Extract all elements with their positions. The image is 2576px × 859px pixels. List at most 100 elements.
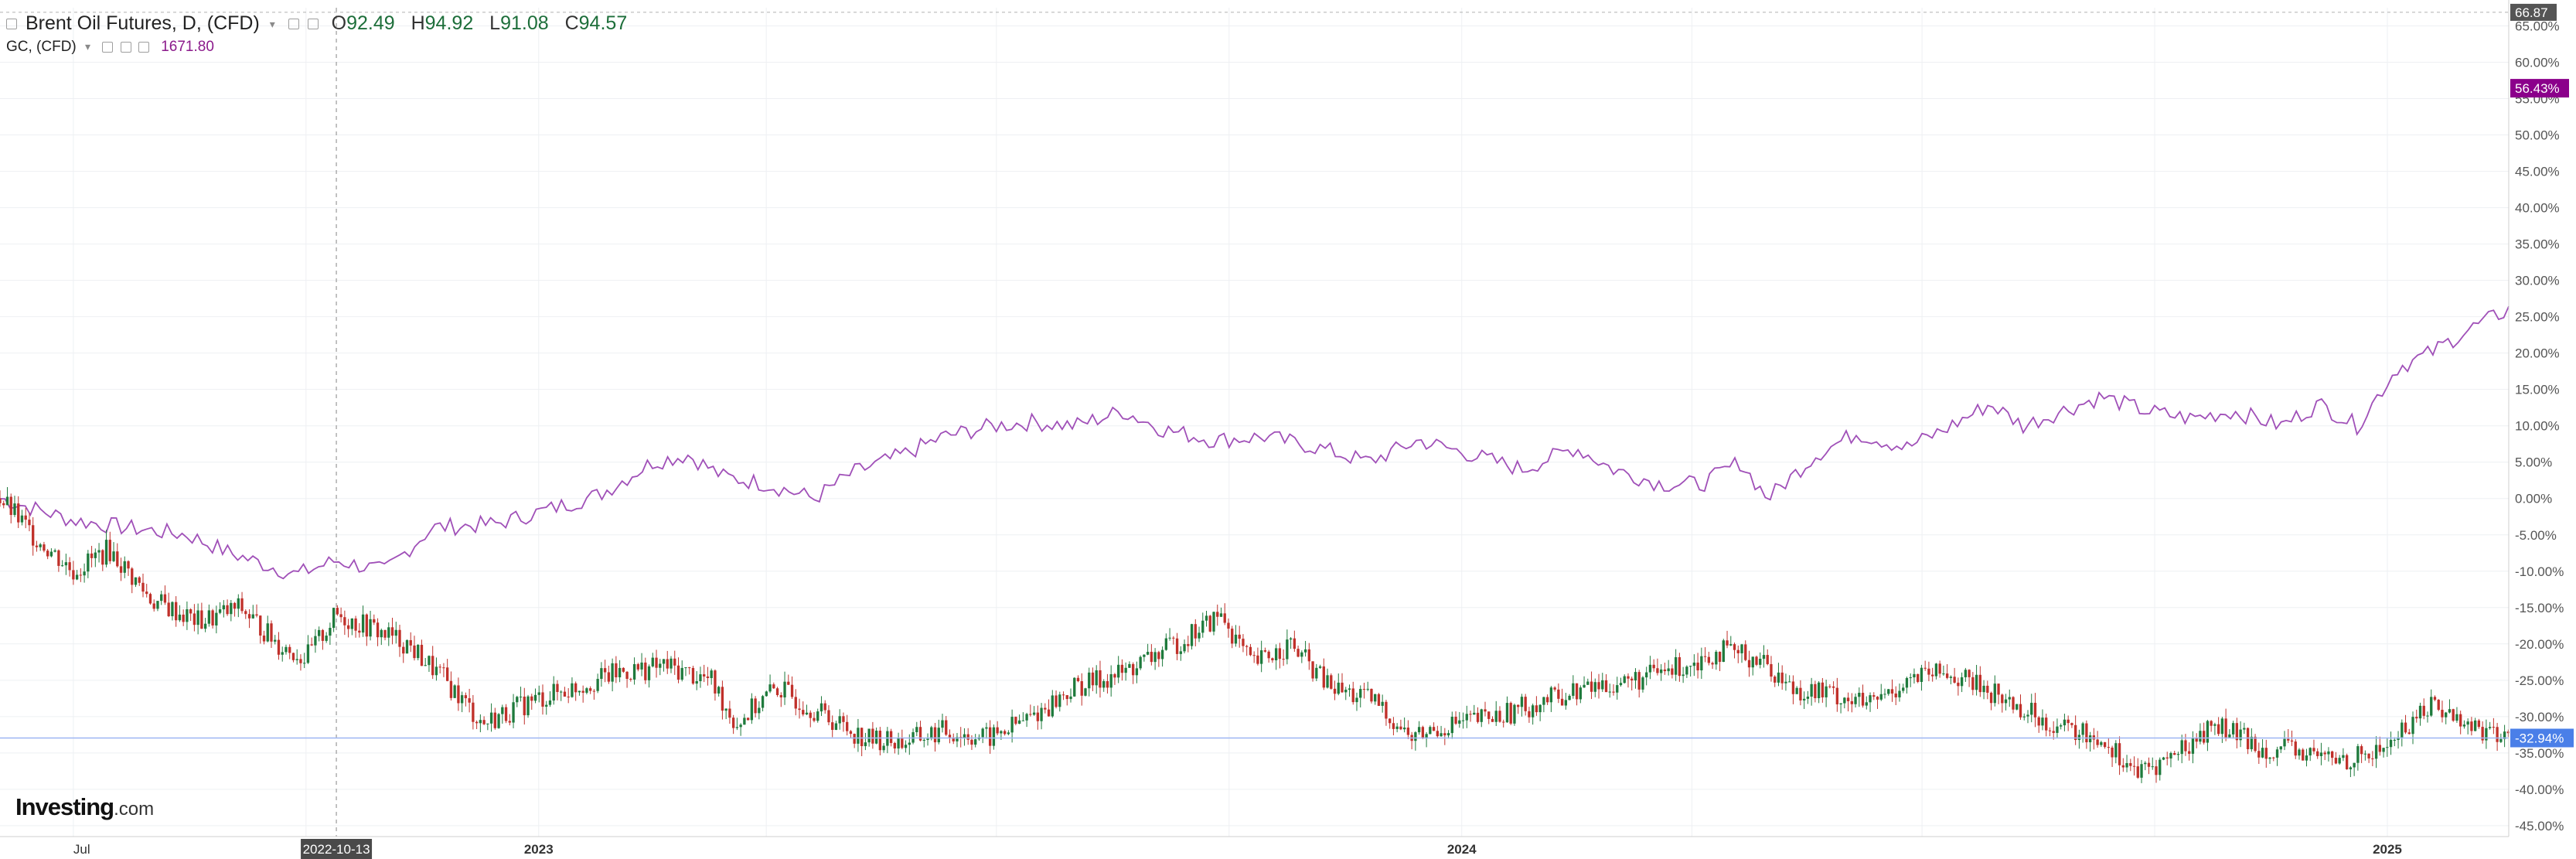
y-tick-label: -35.00% — [2515, 746, 2564, 761]
candle-body — [1685, 666, 1688, 675]
candle-body — [1619, 683, 1623, 686]
candle-body — [101, 550, 104, 565]
sub-series-title[interactable]: GC, (CFD) — [6, 39, 77, 55]
candle-body — [489, 712, 493, 724]
settings-square-icon[interactable] — [102, 41, 114, 53]
candle-body — [1821, 682, 1825, 697]
candle-body — [2056, 726, 2059, 733]
candle-body — [1934, 663, 1938, 677]
candle-body — [274, 639, 277, 642]
candle-body — [1392, 723, 1395, 729]
candle-body — [1575, 683, 1579, 700]
candle-body — [2473, 720, 2477, 731]
candle-body — [1791, 681, 1795, 694]
candle-body — [2459, 714, 2462, 727]
candle-body — [1825, 686, 1828, 697]
candle-body — [1733, 644, 1736, 650]
candle-body — [1913, 673, 1916, 678]
candle-body — [2485, 728, 2488, 741]
candle-body — [5, 496, 9, 506]
candle-body — [992, 727, 996, 746]
candle-body — [922, 739, 925, 741]
chevron-down-icon[interactable]: ▾ — [269, 17, 275, 30]
hide-square-icon[interactable] — [120, 41, 131, 53]
collapse-icon[interactable] — [6, 19, 17, 30]
main-series-title[interactable]: Brent Oil Futures, D, (CFD) — [25, 12, 260, 34]
y-tick-label: 20.00% — [2515, 346, 2560, 361]
candle-body — [1465, 714, 1468, 721]
candle-body — [189, 609, 193, 614]
candle-body — [1671, 668, 1674, 675]
candle-body — [1311, 661, 1314, 679]
candle-body — [533, 694, 537, 701]
candle-body — [893, 742, 896, 749]
candle-body — [578, 690, 581, 693]
candle-body — [537, 692, 540, 695]
candle-body — [1377, 694, 1381, 706]
candle-body — [1055, 695, 1058, 707]
candle-body — [703, 674, 706, 677]
candle-body — [1337, 682, 1340, 694]
candle-body — [2426, 715, 2429, 717]
candle-body — [1223, 613, 1226, 623]
candle-body — [2217, 724, 2220, 735]
open-label: O — [331, 12, 347, 34]
candle-body — [1175, 638, 1179, 654]
chevron-down-icon[interactable]: ▾ — [85, 40, 91, 53]
close-label: C — [564, 12, 579, 34]
settings-square-icon[interactable] — [288, 19, 299, 30]
candle-body — [2448, 709, 2452, 713]
candle-body — [317, 629, 321, 636]
hide-square-icon[interactable] — [307, 19, 319, 30]
crosshair-date-badge — [301, 839, 373, 859]
low-value: 91.08 — [500, 12, 549, 34]
candle-body — [2407, 732, 2411, 735]
candle-body — [1960, 677, 1964, 687]
candle-body — [1872, 695, 1876, 697]
series[interactable] — [0, 305, 2510, 783]
y-tick-label: 30.00% — [2515, 274, 2560, 288]
candle-body — [104, 540, 108, 565]
candle-body — [1491, 718, 1494, 722]
candle-body — [207, 610, 211, 624]
crosshair-date-label: 2022-10-13 — [303, 842, 370, 857]
candle-body — [1755, 656, 1758, 665]
candle-body — [1303, 649, 1307, 653]
candle-body — [2327, 751, 2330, 755]
candle-body — [860, 728, 864, 747]
candle-body — [1997, 683, 2000, 695]
close-square-icon[interactable] — [138, 41, 149, 53]
candle-body — [714, 670, 717, 694]
candle-body — [350, 618, 354, 629]
candle-body — [2159, 759, 2162, 775]
close-value: 94.57 — [578, 12, 628, 34]
candle-body — [1586, 681, 1590, 685]
candle-body — [230, 602, 233, 615]
candle-body — [1524, 697, 1527, 711]
candle-body — [2430, 697, 2433, 716]
candle-body — [651, 657, 654, 666]
legend-main[interactable]: Brent Oil Futures, D, (CFD) ▾ O92.49 H94… — [6, 12, 633, 35]
candle-body — [1736, 649, 1739, 653]
candle-body — [497, 714, 500, 728]
candle-body — [2243, 728, 2246, 730]
legend-sub[interactable]: GC, (CFD) ▾ 1671.80 — [6, 39, 214, 56]
candle-body — [937, 728, 940, 743]
candle-body — [1267, 651, 1270, 659]
candle-body — [1106, 681, 1109, 688]
candle-body — [434, 666, 438, 676]
candle-body — [2210, 721, 2213, 726]
candle-body — [1370, 688, 1373, 702]
candle-body — [592, 690, 596, 692]
candle-body — [134, 577, 138, 585]
y-tick-label: 15.00% — [2515, 383, 2560, 397]
gold-line[interactable] — [0, 305, 2510, 580]
candle-body — [1256, 655, 1259, 664]
oil-candles[interactable] — [0, 487, 2510, 783]
candle-body — [1557, 689, 1560, 699]
candle-body — [2041, 718, 2044, 726]
candle-body — [1645, 672, 1648, 678]
candle-body — [2462, 724, 2466, 727]
